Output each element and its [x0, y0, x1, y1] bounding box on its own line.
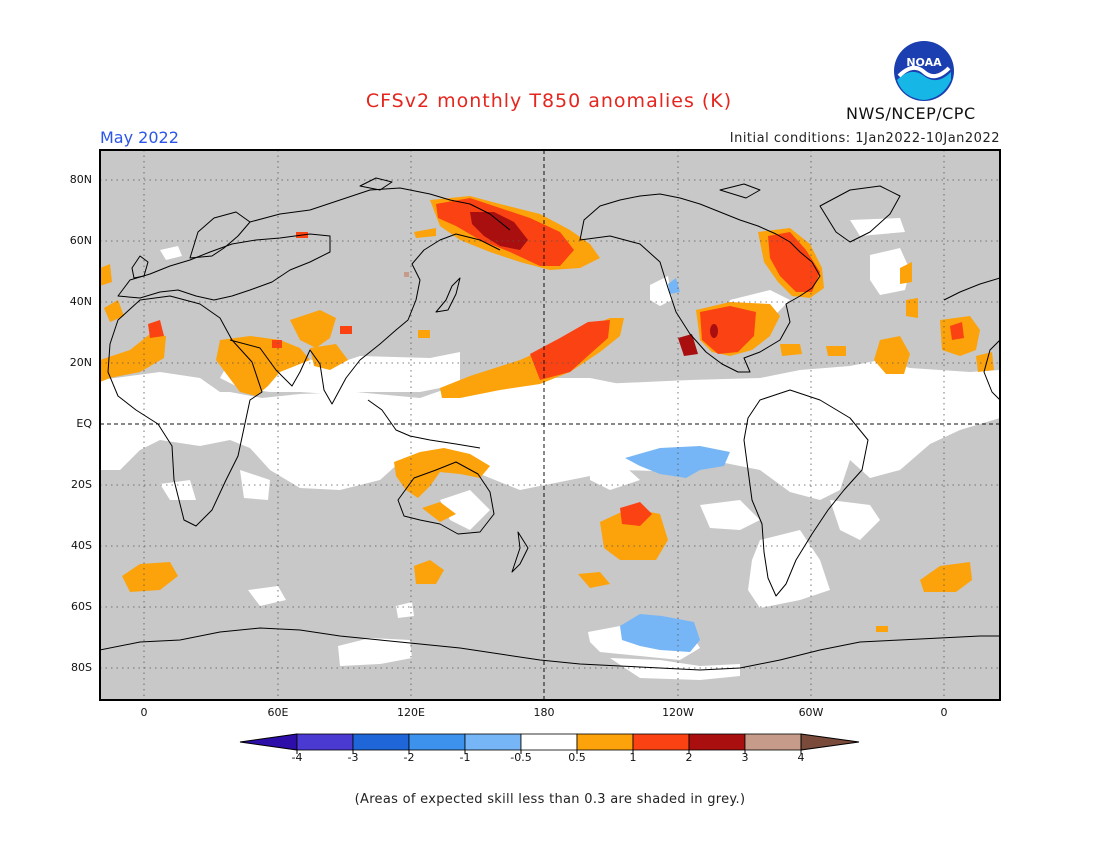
equator-dateline [101, 151, 1000, 699]
colorbar-swatch [744, 733, 802, 751]
colorbar-label-minus0-5: -0.5 [510, 751, 532, 764]
colorbar-arrow-high [800, 733, 860, 751]
colorbar-label-minus4: -4 [291, 751, 303, 764]
lat-label-40n: 40N [69, 295, 92, 308]
coastlines [101, 177, 1000, 671]
noaa-logo: NOAA [894, 41, 954, 101]
colorbar-arrow-low [239, 733, 298, 751]
lat-label-20s: 20S [71, 478, 92, 491]
colorbar-label-0-5: 0.5 [568, 751, 586, 764]
noaa-logo-text: NOAA [906, 56, 942, 69]
lon-label-60e: 60E [267, 706, 289, 719]
colorbar-swatch [520, 733, 578, 751]
lat-label-eq: EQ [76, 417, 92, 430]
warm-anomaly-brown [404, 272, 409, 277]
colorbar-swatch [688, 733, 746, 751]
lon-label-0-west: 0 [140, 706, 148, 719]
skill-footnote: (Areas of expected skill less than 0.3 a… [354, 792, 746, 807]
lat-label-40s: 40S [71, 539, 92, 552]
colorbar-swatch [632, 733, 690, 751]
lon-label-0-east: 0 [940, 706, 948, 719]
colorbar-swatch [408, 733, 466, 751]
map-title: CFSv2 monthly T850 anomalies (K) [365, 90, 733, 112]
colorbar-swatch [464, 733, 522, 751]
initial-conditions: Initial conditions: 1Jan2022-10Jan2022 [729, 131, 1000, 146]
colorbar-swatch [352, 733, 410, 751]
agency-label: NWS/NCEP/CPC [846, 104, 976, 123]
lat-label-80n: 80N [69, 173, 92, 186]
colorbar-label-minus2: -2 [403, 751, 415, 764]
lat-label-20n: 20N [69, 356, 92, 369]
colorbar-label-4: 4 [797, 751, 805, 764]
colorbar-label-minus3: -3 [347, 751, 359, 764]
colorbar-segments [239, 733, 860, 751]
lon-label-120e: 120E [397, 706, 425, 719]
lat-label-60s: 60S [71, 600, 92, 613]
colorbar-label-1: 1 [629, 751, 637, 764]
colorbar-label-minus1: -1 [459, 751, 471, 764]
map-frame [99, 149, 1001, 701]
colorbar-ticks [296, 750, 802, 754]
warm-anomaly-darkred [470, 212, 718, 356]
colorbar-label-3: 3 [741, 751, 749, 764]
colorbar-swatch [576, 733, 634, 751]
lon-label-60w: 60W [798, 706, 824, 719]
lat-label-80s: 80S [71, 661, 92, 674]
colorbar-label-2: 2 [685, 751, 693, 764]
forecast-period: May 2022 [100, 128, 179, 147]
lon-label-120w: 120W [662, 706, 694, 719]
lat-label-60n: 60N [69, 234, 92, 247]
lon-label-180: 180 [533, 706, 555, 719]
negative-anomaly-regions [620, 278, 730, 652]
colorbar-swatch [296, 733, 354, 751]
